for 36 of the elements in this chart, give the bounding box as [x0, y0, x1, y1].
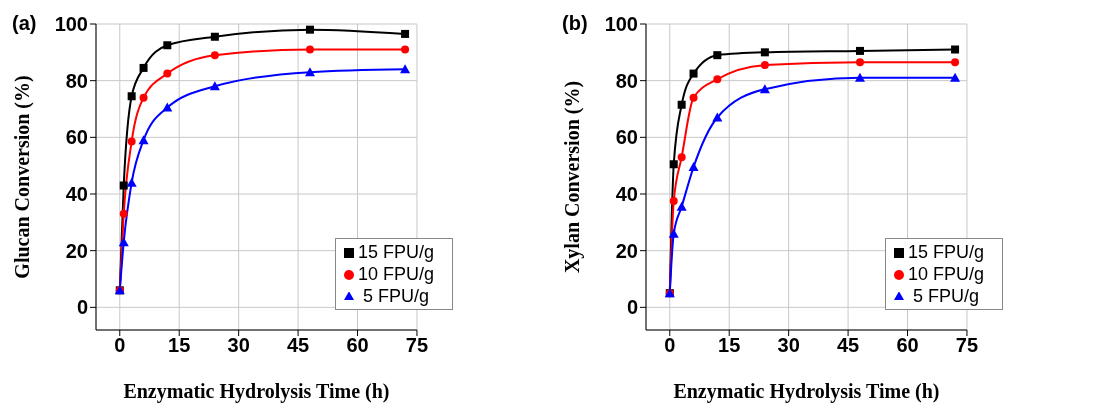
x-tick-label: 45 [836, 334, 860, 357]
y-tick-label: 80 [615, 69, 638, 92]
x-tick-label: 15 [168, 334, 191, 357]
chart-title: (a) [12, 12, 37, 35]
x-tick-label: 75 [955, 334, 979, 357]
y-axis-title: Glucan Conversion (%) [11, 75, 35, 279]
x-axis-title: Enzymatic Hydrolysis Time (h) [123, 380, 390, 403]
legend-label: 15 FPU/g [907, 242, 984, 262]
y-tick-label: 100 [54, 13, 88, 36]
legend-label: 10 FPU/g [907, 264, 984, 284]
x-tick-label: 60 [896, 334, 919, 357]
x-tick-label: 75 [405, 334, 429, 357]
y-tick-label: 40 [65, 183, 88, 206]
legend-label: 5 FPU/g [361, 286, 429, 306]
x-tick-label: 30 [777, 334, 800, 357]
y-tick-label: 0 [626, 296, 638, 319]
x-tick-label: 0 [664, 334, 676, 357]
legend-label: 5 FPU/g [911, 286, 979, 306]
x-tick-label: 60 [346, 334, 369, 357]
legend-label: 15 FPU/g [357, 242, 434, 262]
legend-label: 10 FPU/g [357, 264, 434, 284]
x-axis-title: Enzymatic Hydrolysis Time (h) [673, 380, 940, 403]
y-axis-title: Xylan Conversion (%) [561, 80, 585, 274]
y-tick-label: 0 [76, 296, 88, 319]
y-tick-label: 80 [65, 69, 88, 92]
x-tick-label: 15 [718, 334, 741, 357]
chart-title: (b) [562, 12, 588, 35]
x-tick-label: 0 [114, 334, 126, 357]
y-tick-label: 60 [615, 126, 638, 149]
y-tick-label: 20 [615, 239, 638, 262]
y-tick-label: 20 [65, 239, 88, 262]
y-tick-label: 40 [615, 183, 638, 206]
x-tick-label: 30 [227, 334, 250, 357]
y-tick-label: 60 [65, 126, 88, 149]
x-tick-label: 45 [286, 334, 310, 357]
y-tick-label: 100 [604, 13, 638, 36]
